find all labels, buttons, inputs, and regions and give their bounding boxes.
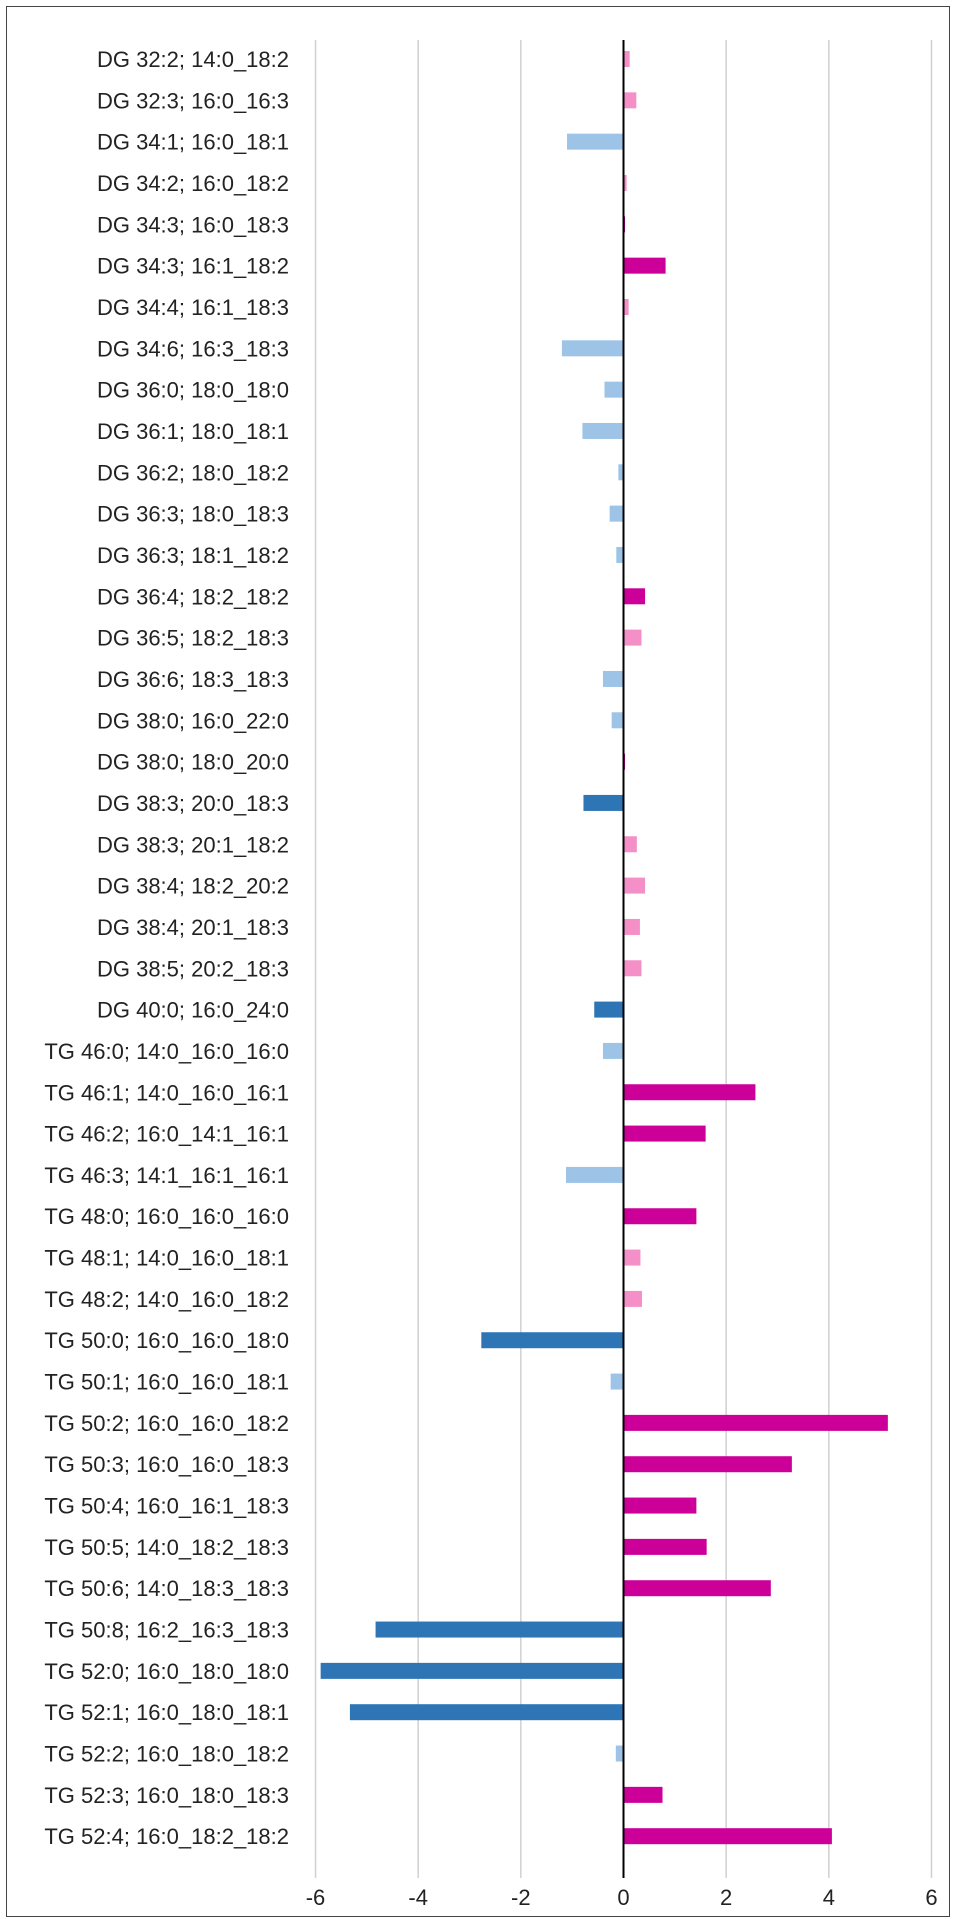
- category-label: TG 46:1; 14:0_16:0_16:1: [44, 1080, 289, 1105]
- category-label: TG 48:2; 14:0_16:0_18:2: [44, 1287, 289, 1312]
- category-label: DG 34:3; 16:0_18:3: [97, 212, 289, 237]
- bar: [616, 546, 624, 563]
- category-label: DG 36:6; 18:3_18:3: [97, 667, 289, 692]
- bar: [623, 629, 642, 646]
- category-label: DG 38:0; 18:0_20:0: [97, 750, 289, 775]
- category-label: DG 40:0; 16:0_24:0: [97, 998, 289, 1023]
- bar: [623, 298, 629, 315]
- bar: [567, 133, 624, 150]
- category-label: DG 38:5; 20:2_18:3: [97, 956, 289, 981]
- bar: [623, 1497, 697, 1514]
- bar: [623, 918, 640, 935]
- category-label: DG 34:1; 16:0_18:1: [97, 130, 289, 155]
- x-tick-label: 2: [720, 1885, 732, 1910]
- category-label: DG 38:0; 16:0_22:0: [97, 708, 289, 733]
- category-label: DG 36:4; 18:2_18:2: [97, 584, 289, 609]
- x-tick-label: -2: [511, 1885, 531, 1910]
- category-labels: DG 32:2; 14:0_18:2 DG 32:3; 16:0_16:3 DG 3…: [44, 47, 289, 1849]
- category-label: TG 52:1; 16:0_18:0_18:1: [44, 1700, 289, 1725]
- category-label: DG 34:3; 16:1_18:2: [97, 254, 289, 279]
- bar: [623, 51, 630, 67]
- bar: [561, 340, 624, 357]
- x-tick-labels: -6 -4 -2 0 2 4 6: [306, 1885, 938, 1910]
- x-tick-label: 4: [823, 1885, 835, 1910]
- category-label: TG 50:3; 16:0_16:0_18:3: [44, 1452, 289, 1477]
- category-label: DG 36:1; 18:0_18:1: [97, 419, 289, 444]
- bar: [615, 1745, 624, 1762]
- x-tick-label: -4: [408, 1885, 428, 1910]
- category-label: TG 46:3; 14:1_16:1_16:1: [44, 1163, 289, 1188]
- category-label: DG 36:2; 18:0_18:2: [97, 460, 289, 485]
- category-label: DG 36:0; 18:0_18:0: [97, 378, 289, 403]
- bar: [594, 1001, 624, 1018]
- x-tick-label: -6: [306, 1885, 326, 1910]
- bar: [602, 1042, 624, 1059]
- category-label: DG 38:3; 20:1_18:2: [97, 832, 289, 857]
- bar: [611, 712, 624, 729]
- bar: [582, 422, 624, 439]
- bar: [623, 1290, 642, 1307]
- bar: [623, 960, 642, 977]
- bar: [623, 1249, 641, 1266]
- bar: [623, 588, 646, 605]
- category-label: DG 38:4; 20:1_18:3: [97, 915, 289, 940]
- bar: [610, 1373, 624, 1390]
- bar: [623, 1456, 792, 1473]
- category-label: DG 34:6; 16:3_18:3: [97, 336, 289, 361]
- category-label: DG 36:3; 18:0_18:3: [97, 502, 289, 527]
- category-label: TG 50:2; 16:0_16:0_18:2: [44, 1411, 289, 1436]
- bar: [623, 836, 637, 853]
- category-label: TG 50:0; 16:0_16:0_18:0: [44, 1328, 289, 1353]
- category-label: DG 38:4; 18:2_20:2: [97, 874, 289, 899]
- bar: [609, 505, 624, 522]
- bar: [623, 1208, 697, 1225]
- category-label: TG 50:4; 16:0_16:1_18:3: [44, 1494, 289, 1519]
- bar: [566, 1166, 624, 1183]
- gridlines: [314, 40, 933, 1878]
- bar: [623, 257, 666, 274]
- category-label: DG 38:3; 20:0_18:3: [97, 791, 289, 816]
- bar: [349, 1704, 624, 1721]
- category-label: DG 34:4; 16:1_18:3: [97, 295, 289, 320]
- bar: [623, 1538, 707, 1555]
- bar: [583, 794, 624, 811]
- bar: [623, 92, 637, 109]
- category-label: DG 36:3; 18:1_18:2: [97, 543, 289, 568]
- bar: [623, 174, 627, 191]
- category-label: TG 50:5; 14:0_18:2_18:3: [44, 1535, 289, 1560]
- category-label: TG 46:2; 16:0_14:1_16:1: [44, 1122, 289, 1147]
- category-label: TG 50:1; 16:0_16:0_18:1: [44, 1370, 289, 1395]
- bar: [618, 464, 624, 481]
- bars: [320, 51, 888, 1845]
- x-tick-label: 6: [925, 1885, 937, 1910]
- category-label: DG 34:2; 16:0_18:2: [97, 171, 289, 196]
- category-label: TG 50:8; 16:2_16:3_18:3: [44, 1618, 289, 1643]
- category-label: DG 32:2; 14:0_18:2: [97, 47, 289, 72]
- bar: [623, 1084, 756, 1101]
- bar: [602, 670, 624, 687]
- category-label: TG 52:4; 16:0_18:2_18:2: [44, 1824, 289, 1849]
- category-label: TG 52:3; 16:0_18:0_18:3: [44, 1783, 289, 1808]
- bar: [320, 1662, 624, 1679]
- x-tick-label: 0: [617, 1885, 629, 1910]
- bar: [623, 1125, 706, 1142]
- bar: [623, 1786, 663, 1803]
- bar: [623, 877, 646, 894]
- category-label: TG 48:1; 14:0_16:0_18:1: [44, 1246, 289, 1271]
- bar: [623, 1828, 832, 1845]
- category-label: TG 52:2; 16:0_18:0_18:2: [44, 1742, 289, 1767]
- category-label: TG 50:6; 14:0_18:3_18:3: [44, 1576, 289, 1601]
- bar: [604, 381, 624, 398]
- bar: [623, 1414, 888, 1431]
- category-label: TG 48:0; 16:0_16:0_16:0: [44, 1204, 289, 1229]
- bar: [375, 1621, 624, 1638]
- category-label: TG 52:0; 16:0_18:0_18:0: [44, 1659, 289, 1684]
- bar: [623, 1580, 771, 1597]
- category-label: DG 36:5; 18:2_18:3: [97, 626, 289, 651]
- chart-frame: [6, 6, 950, 1917]
- category-label: TG 46:0; 14:0_16:0_16:0: [44, 1039, 289, 1064]
- bar: [481, 1332, 624, 1349]
- category-label: DG 32:3; 16:0_16:3: [97, 88, 289, 113]
